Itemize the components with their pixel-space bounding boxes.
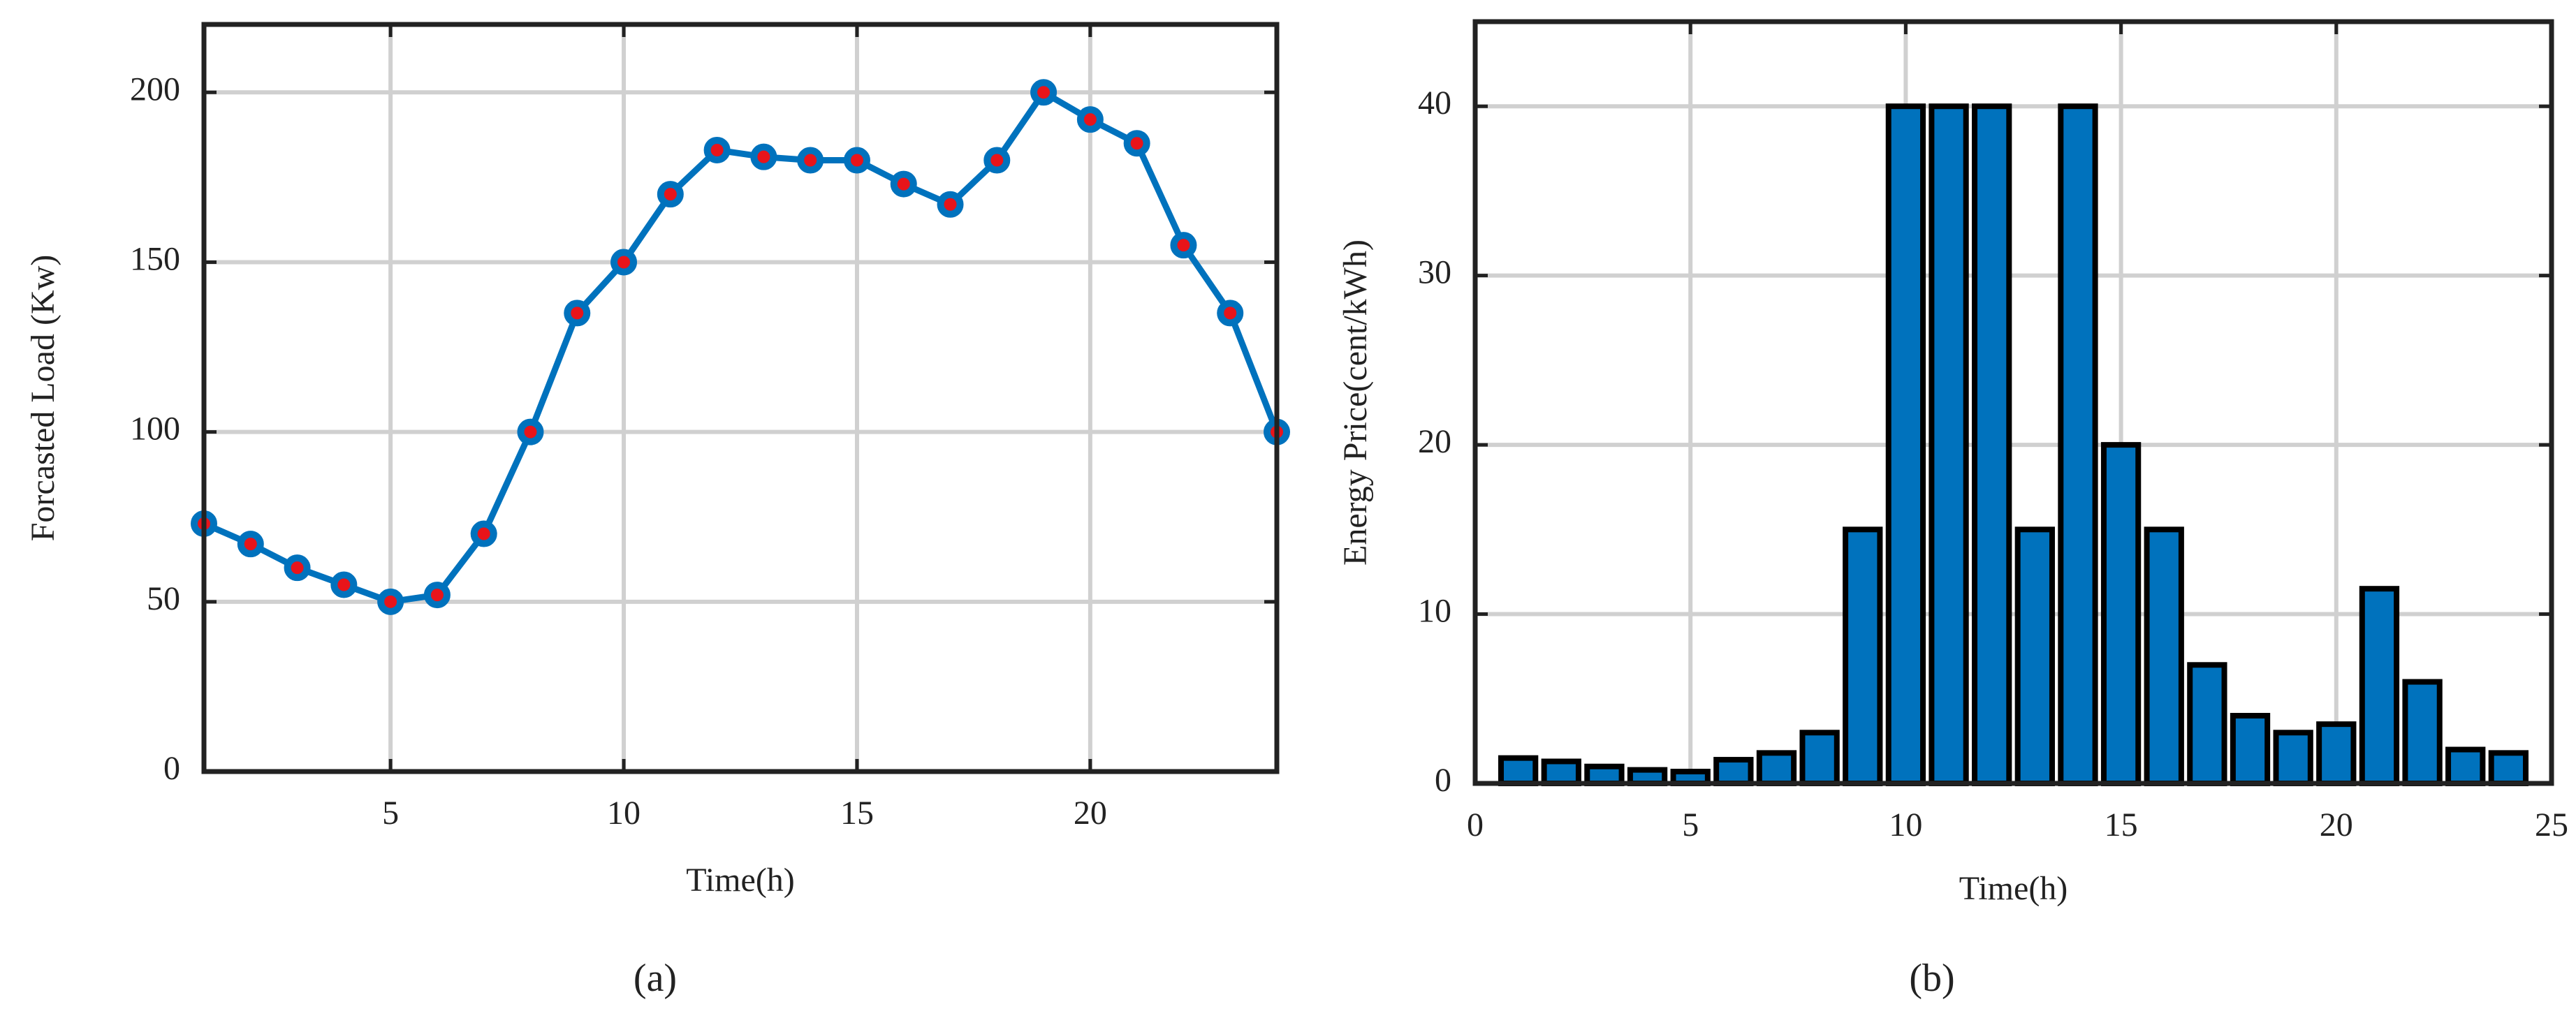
- x-tick-label: 5: [1682, 806, 1699, 843]
- x-axis-title: Time(h): [1959, 870, 2068, 907]
- axes-frame: [1472, 19, 2554, 786]
- data-point: [470, 520, 497, 547]
- data-point: [564, 300, 591, 327]
- data-point: [750, 143, 777, 170]
- y-tick-label: 150: [130, 240, 180, 277]
- bar: [1713, 757, 1754, 786]
- data-point: [797, 147, 824, 174]
- bar: [1541, 758, 1581, 786]
- y-tick-label: 200: [130, 71, 180, 108]
- y-tick-label: 0: [163, 750, 180, 787]
- x-tick-label: 10: [607, 795, 641, 832]
- bar: [2230, 713, 2271, 786]
- y-axis-title: Energy Price(cent/kWh): [1337, 239, 1374, 566]
- y-tick-label: 30: [1418, 254, 1451, 291]
- data-point: [284, 554, 311, 582]
- bar: [2058, 103, 2098, 786]
- bar: [2359, 586, 2400, 786]
- data-point: [377, 588, 404, 615]
- bar: [1972, 103, 2012, 786]
- data-point: [1170, 232, 1197, 259]
- bar: [2445, 746, 2486, 786]
- x-tick-label: 25: [2535, 806, 2568, 843]
- data-point: [330, 571, 358, 598]
- data-point: [937, 191, 964, 218]
- data-point: [1123, 130, 1150, 157]
- x-tick-label: 5: [382, 795, 399, 832]
- y-tick-label: 50: [147, 580, 180, 617]
- data-point: [610, 249, 638, 276]
- x-axis-title: Time(h): [686, 862, 795, 899]
- y-axis-title: Forcasted Load (Kw): [24, 255, 61, 542]
- data-point: [237, 531, 264, 558]
- bar: [1756, 750, 1797, 786]
- bar: [2100, 442, 2142, 786]
- y-tick-label: 0: [1435, 762, 1451, 799]
- x-tick-label: 10: [1889, 806, 1922, 843]
- bar: [2014, 526, 2055, 786]
- x-tick-label: 15: [840, 795, 874, 832]
- x-tick-label: 0: [1467, 806, 1484, 843]
- bar: [1885, 103, 1926, 786]
- bar: [2144, 526, 2184, 786]
- bar: [1799, 730, 1840, 787]
- axes-frame: [201, 22, 1280, 774]
- bar: [2402, 679, 2443, 786]
- bar: [2187, 662, 2227, 786]
- y-tick-label: 20: [1418, 423, 1451, 460]
- x-tick-label: 15: [2105, 806, 2138, 843]
- y-tick-label: 100: [130, 411, 180, 448]
- y-tick-label: 10: [1418, 593, 1451, 630]
- bar: [2488, 750, 2529, 786]
- bar: [1498, 755, 1539, 786]
- bar: [2316, 721, 2357, 786]
- x-tick-label: 20: [1074, 795, 1107, 832]
- data-point: [657, 181, 684, 208]
- bar: [1584, 763, 1625, 787]
- data-point: [423, 582, 451, 609]
- data-point: [843, 147, 870, 174]
- bar: [1929, 103, 1969, 786]
- data-point: [703, 136, 731, 163]
- data-point: [517, 418, 544, 445]
- bar: [1843, 526, 1883, 786]
- data-line: [203, 88, 1280, 605]
- data-point: [1076, 106, 1104, 133]
- panel-label: (b): [1909, 957, 1954, 1000]
- data-point: [1030, 79, 1058, 106]
- y-tick-label: 40: [1418, 84, 1451, 121]
- x-tick-label: 20: [2320, 806, 2353, 843]
- data-point: [890, 170, 917, 198]
- panel-label: (a): [634, 957, 677, 1000]
- bar: [2273, 730, 2313, 787]
- data-point: [1217, 300, 1244, 327]
- data-point: [983, 147, 1011, 174]
